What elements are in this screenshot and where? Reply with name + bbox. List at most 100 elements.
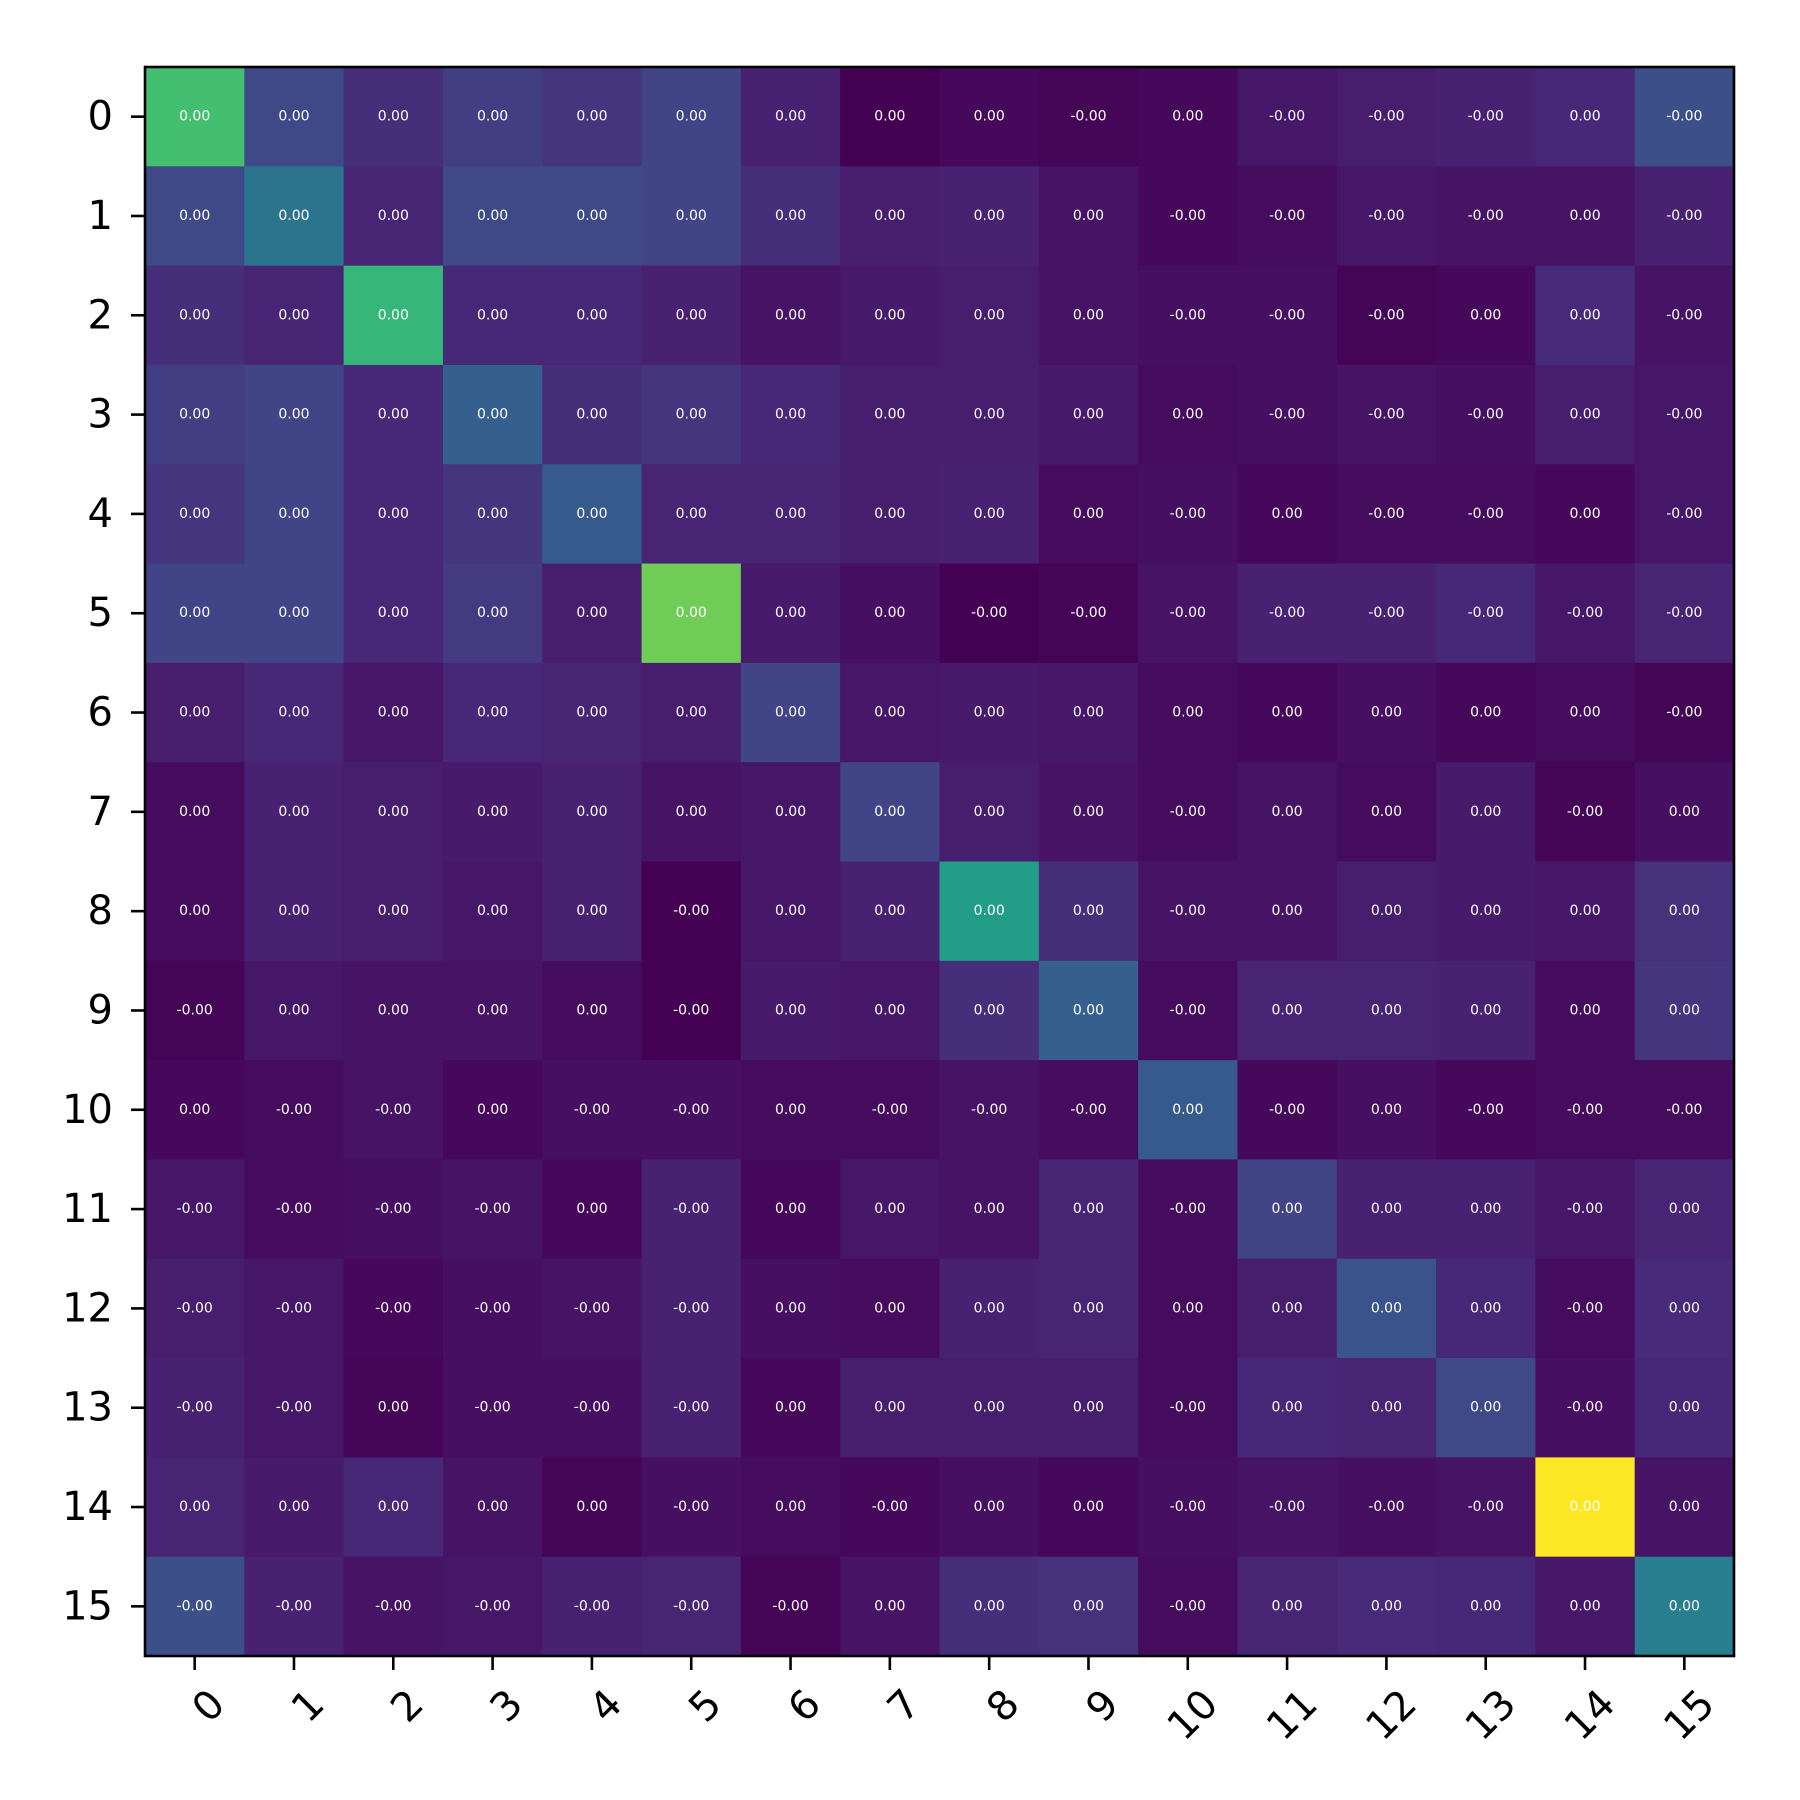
heatmap-cell-r4-c14 (1535, 464, 1636, 565)
cell-value-label-r0-c9: -0.00 (1070, 109, 1106, 125)
heatmap-cell-r13-c6 (740, 1358, 841, 1458)
cell-value-label-r12-c11: 0.00 (1272, 1300, 1303, 1316)
x-tick-label-0: 0 (184, 1681, 235, 1732)
cell-value-label-r13-c15: 0.00 (1669, 1400, 1700, 1416)
cell-value-label-r12-c12: 0.00 (1371, 1300, 1402, 1316)
cell-value-label-r7-c9: 0.00 (1073, 804, 1104, 820)
x-tick-label-11: 11 (1258, 1681, 1327, 1750)
heatmap-cell-r9-c14 (1535, 960, 1636, 1061)
heatmap-cell-r4-c3 (442, 464, 543, 565)
cell-value-label-r1-c10: -0.00 (1170, 208, 1206, 224)
cell-value-label-r3-c12: -0.00 (1368, 407, 1404, 423)
cell-value-label-r9-c4: 0.00 (576, 1002, 607, 1018)
cell-value-label-r3-c2: 0.00 (378, 407, 409, 423)
heatmap-cell-r5-c12 (1336, 563, 1437, 664)
heatmap-cell-r5-c6 (740, 563, 841, 664)
cell-value-label-r14-c2: 0.00 (378, 1499, 409, 1515)
cell-value-label-r11-c7: 0.00 (874, 1201, 905, 1217)
cell-value-label-r15-c1: -0.00 (276, 1598, 312, 1614)
cell-value-label-r3-c11: -0.00 (1269, 407, 1305, 423)
heatmap-cell-r7-c5 (641, 762, 742, 863)
cell-value-label-r1-c8: 0.00 (974, 208, 1005, 224)
heatmap-cell-r2-c4 (542, 265, 643, 366)
heatmap-cell-r4-c8 (939, 464, 1040, 565)
heatmap-cell-r8-c9 (1038, 861, 1139, 962)
heatmap-cell-r3-c3 (442, 364, 543, 465)
cell-value-label-r13-c8: 0.00 (974, 1400, 1005, 1416)
cell-value-label-r15-c8: 0.00 (974, 1598, 1005, 1614)
cell-value-label-r14-c9: 0.00 (1073, 1499, 1104, 1515)
cell-value-label-r13-c6: 0.00 (775, 1400, 806, 1416)
cell-value-label-r2-c12: -0.00 (1368, 307, 1404, 323)
cell-value-label-r2-c11: -0.00 (1269, 307, 1305, 323)
heatmap-cell-r6-c3 (442, 662, 543, 763)
heatmap-cell-r2-c8 (939, 265, 1040, 366)
cell-value-label-r8-c11: 0.00 (1272, 903, 1303, 919)
cell-value-label-r9-c2: 0.00 (378, 1002, 409, 1018)
heatmap-cell-r11-c0 (145, 1159, 245, 1260)
cell-value-label-r6-c14: 0.00 (1569, 705, 1600, 721)
cell-value-label-r15-c11: 0.00 (1272, 1598, 1303, 1614)
cell-value-label-r11-c14: -0.00 (1567, 1201, 1603, 1217)
x-tick-label-1: 1 (283, 1681, 334, 1732)
heatmap-cell-r14-c6 (740, 1457, 841, 1558)
cell-value-label-r6-c10: 0.00 (1172, 705, 1203, 721)
cell-value-label-r4-c0: 0.00 (179, 506, 210, 522)
heatmap-cell-r8-c15 (1634, 861, 1735, 962)
heatmap-cell-r15-c13 (1436, 1556, 1536, 1657)
cell-value-label-r2-c4: 0.00 (576, 307, 607, 323)
heatmap-cell-r15-c3 (442, 1556, 543, 1657)
heatmap-cell-r5-c9 (1038, 563, 1139, 664)
cell-value-label-r2-c1: 0.00 (278, 307, 309, 323)
heatmap-cell-r7-c12 (1336, 762, 1437, 863)
cell-value-label-r3-c15: -0.00 (1666, 407, 1702, 423)
heatmap-cell-r3-c1 (244, 364, 345, 465)
heatmap-cell-r4-c7 (840, 464, 941, 565)
heatmap-cell-r0-c3 (442, 67, 543, 167)
heatmap-cell-r15-c6 (740, 1556, 841, 1657)
heatmap-cell-r14-c1 (244, 1457, 345, 1558)
cell-value-label-r14-c12: -0.00 (1368, 1499, 1404, 1515)
cell-value-label-r4-c8: 0.00 (974, 506, 1005, 522)
heatmap-cell-r15-c11 (1237, 1556, 1338, 1657)
cell-value-label-r1-c12: -0.00 (1368, 208, 1404, 224)
cell-value-label-r13-c13: 0.00 (1470, 1400, 1501, 1416)
cell-value-label-r13-c0: -0.00 (177, 1400, 213, 1416)
heatmap-cell-r3-c13 (1436, 364, 1536, 465)
heatmap-cell-r12-c5 (641, 1258, 742, 1359)
cell-value-label-r9-c5: -0.00 (673, 1002, 709, 1018)
cell-value-label-r13-c9: 0.00 (1073, 1400, 1104, 1416)
heatmap-cell-r3-c0 (145, 364, 245, 465)
heatmap-cell-r9-c9 (1038, 960, 1139, 1061)
heatmap-cell-r4-c13 (1436, 464, 1536, 565)
cell-value-label-r0-c14: 0.00 (1569, 109, 1600, 125)
heatmap-cell-r5-c15 (1634, 563, 1735, 664)
x-tick-label-4: 4 (581, 1681, 632, 1732)
cell-value-label-r2-c2: 0.00 (378, 307, 409, 323)
heatmap-cell-r11-c7 (840, 1159, 941, 1260)
heatmap-cell-r15-c4 (542, 1556, 643, 1657)
cell-value-label-r9-c9: 0.00 (1073, 1002, 1104, 1018)
heatmap-cell-r0-c8 (939, 67, 1040, 167)
heatmap-cell-r10-c15 (1634, 1060, 1735, 1161)
heatmap-cell-r11-c15 (1634, 1159, 1735, 1260)
cell-value-label-r9-c14: 0.00 (1569, 1002, 1600, 1018)
heatmap-cell-r14-c7 (840, 1457, 941, 1558)
heatmap-cell-r1-c7 (840, 166, 941, 267)
heatmap-cell-r0-c9 (1038, 67, 1139, 167)
heatmap-cell-r0-c14 (1535, 67, 1636, 167)
heatmap-cell-r12-c15 (1634, 1258, 1735, 1359)
heatmap-cell-r2-c0 (145, 265, 245, 366)
heatmap-cell-r6-c5 (641, 662, 742, 763)
cell-value-label-r12-c1: -0.00 (276, 1300, 312, 1316)
heatmap-cell-r7-c9 (1038, 762, 1139, 863)
cell-value-label-r5-c2: 0.00 (378, 605, 409, 621)
cell-value-label-r8-c15: 0.00 (1669, 903, 1700, 919)
heatmap-cell-r6-c2 (343, 662, 444, 763)
heatmap-cell-r3-c2 (343, 364, 444, 465)
cell-value-label-r6-c15: -0.00 (1666, 705, 1702, 721)
heatmap-cell-r0-c4 (542, 67, 643, 167)
x-tick-label-3: 3 (481, 1681, 532, 1732)
heatmap-cell-r2-c15 (1634, 265, 1735, 366)
